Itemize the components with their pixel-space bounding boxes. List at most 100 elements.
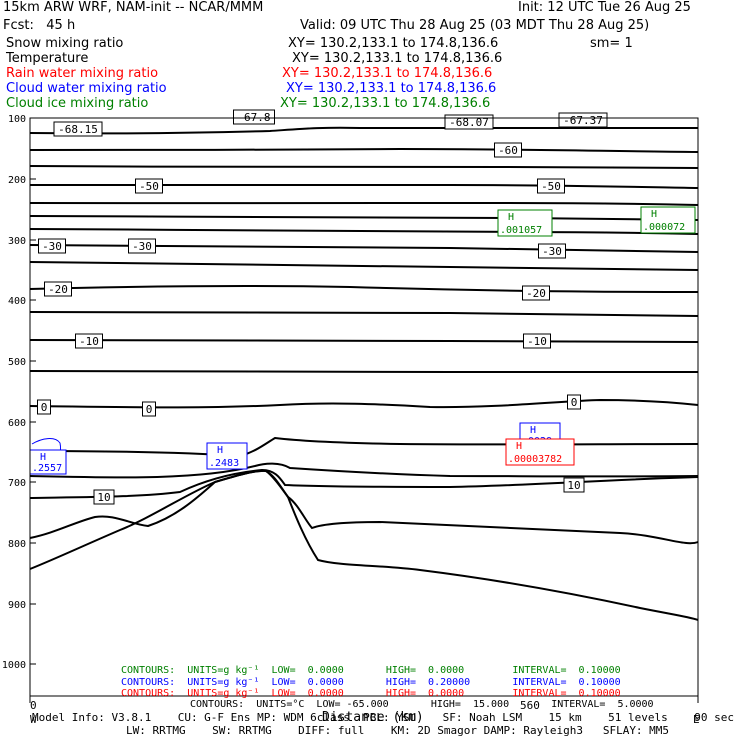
svg-text:10: 10 [567, 479, 580, 492]
contour-info-cloudwater: CONTOURS: UNITS=g kg⁻¹ LOW= 0.0000 HIGH=… [121, 677, 621, 688]
maxima-markers: H.001057H.000072H.2483H.0029H.2557H.0000… [29, 206, 696, 475]
svg-text:-68.07: -68.07 [449, 116, 489, 129]
temperature-contour-label: -60 [494, 142, 522, 158]
temperature-contour-label: -68.15 [53, 121, 103, 137]
svg-text:.2483: .2483 [209, 458, 239, 469]
svg-text:H: H [516, 441, 522, 452]
temperature-contour-label: -67.37 [558, 112, 608, 128]
temperature-contour-line [29, 126, 699, 135]
field-rain-name: Rain water mixing ratio [6, 66, 159, 81]
temperature-contour-line [29, 398, 699, 409]
svg-text:10: 10 [97, 491, 110, 504]
temperature-contour-line [29, 469, 699, 621]
y-tick-label: 1000 [2, 660, 26, 671]
contour-info-cloudice: CONTOURS: UNITS=g kg⁻¹ LOW= 0.0000 HIGH=… [121, 665, 621, 676]
temperature-contour-line [29, 165, 699, 169]
svg-text:0: 0 [146, 403, 153, 416]
maxima-marker: H.2557 [29, 449, 67, 475]
temperature-contour-label: -10 [75, 333, 103, 349]
svg-text:.000072: .000072 [643, 222, 685, 233]
field-cloudwater-name: Cloud water mixing ratio [6, 81, 167, 96]
y-tick-label: 600 [8, 418, 26, 429]
temperature-contour-label: 0 [142, 401, 156, 417]
svg-text:0: 0 [41, 401, 48, 414]
y-tick-label: 700 [8, 478, 26, 489]
maxima-marker: H .000072 [640, 206, 696, 234]
temperature-contour-label: 0 [37, 399, 51, 415]
y-tick-label: 500 [8, 357, 26, 368]
y-tick-label: 100 [8, 114, 26, 125]
temperature-contour-line [29, 468, 699, 499]
svg-text:.001057: .001057 [500, 225, 542, 236]
svg-text:-60: -60 [498, 144, 518, 157]
svg-text:-10: -10 [527, 335, 547, 348]
temperature-contours [29, 126, 699, 621]
temperature-contour-line [29, 228, 699, 235]
temperature-contour-line [29, 370, 698, 373]
field-cloudice-xy: XY= 130.2,133.1 to 174.8,136.6 [280, 96, 491, 111]
svg-text:.00003782: .00003782 [508, 454, 562, 465]
svg-text:-67.37: -67.37 [563, 114, 603, 127]
temperature-contour-label: -30 [128, 238, 156, 254]
y-tick-label: 800 [8, 539, 26, 550]
temperature-contour-line [29, 261, 699, 271]
valid-time: Valid: 09 UTC Thu 28 Aug 25 (03 MDT Thu … [300, 18, 650, 33]
svg-text:-50: -50 [139, 180, 159, 193]
contour-info-rain: CONTOURS: UNITS=g kg⁻¹ LOW= 0.0000 HIGH=… [121, 688, 621, 699]
svg-text:H: H [40, 452, 46, 463]
svg-text:-68.15: -68.15 [58, 123, 98, 136]
x-tick-0: 0 [30, 699, 37, 712]
temperature-contour-line [29, 215, 699, 221]
temperature-contour-label: -20 [44, 281, 72, 297]
temperature-contour-line [29, 183, 699, 189]
field-rain-xy: XY= 130.2,133.1 to 174.8,136.6 [282, 66, 493, 81]
east-label: E [693, 713, 700, 726]
contour-info-temperature: CONTOURS: UNITS=°C LOW= -65.000 HIGH= 15… [190, 699, 654, 710]
y-tick-label: 200 [8, 175, 26, 186]
temperature-contour-label: -67.8 [233, 109, 275, 125]
maxima-marker: H .2483 [206, 442, 248, 470]
temperature-contour-line [29, 436, 699, 458]
svg-text:H: H [508, 212, 514, 223]
field-snow-name: Snow mixing ratio [6, 36, 124, 51]
temperature-contour-label: -30 [38, 238, 66, 254]
field-snow-smoothing: sm= 1 [590, 36, 633, 51]
x-axis-label: Distance (km) [322, 710, 424, 725]
temperature-contour-line [29, 201, 699, 206]
contour-labels: -68.15 -67.8 -68.07 -67.37 -60 -50 -50 -30 -30 -3… [37, 109, 608, 505]
y-tick-label: 300 [8, 236, 26, 247]
svg-text:-30: -30 [42, 240, 62, 253]
field-temp-name: Temperature [6, 51, 89, 66]
svg-text:-10: -10 [79, 335, 99, 348]
maxima-marker: H .00003782 [505, 438, 575, 466]
svg-text:.2557: .2557 [32, 463, 62, 474]
field-snow-xy: XY= 130.2,133.1 to 174.8,136.6 [288, 36, 499, 51]
temperature-contour-label: 0 [567, 394, 581, 410]
model-info-line2: LW: RRTMG SW: RRTMG DIFF: full KM: 2D Sm… [126, 724, 670, 737]
forecast-hour: Fcst: 45 h [3, 18, 76, 33]
temperature-contour-label: -50 [537, 178, 565, 194]
plot-frame [29, 117, 699, 697]
svg-text:H: H [651, 209, 657, 220]
maxima-marker: H .001057 [497, 209, 553, 237]
temperature-contour-label: 10 [563, 477, 585, 493]
temperature-contour-label: 10 [93, 489, 115, 505]
model-title: 15km ARW WRF, NAM-init -- NCAR/MMM [3, 0, 264, 15]
temperature-contour-line [29, 339, 699, 343]
svg-text:-20: -20 [48, 283, 68, 296]
temperature-contour-label: -10 [523, 333, 551, 349]
svg-text:-30: -30 [132, 240, 152, 253]
x-tick-560: 560 [520, 699, 540, 712]
svg-text:-20: -20 [526, 287, 546, 300]
temperature-contour-line [29, 147, 699, 153]
temperature-contour-line [29, 462, 699, 479]
temperature-contour-label: -30 [538, 243, 566, 259]
temperature-contour-line [29, 311, 699, 317]
temperature-contour-label: -68.07 [444, 114, 494, 130]
field-cloudwater-xy: XY= 130.2,133.1 to 174.8,136.6 [286, 81, 497, 96]
temperature-contour-label: -50 [135, 178, 163, 194]
svg-text:0: 0 [571, 396, 578, 409]
field-cloudice-name: Cloud ice mixing ratio [6, 96, 149, 111]
